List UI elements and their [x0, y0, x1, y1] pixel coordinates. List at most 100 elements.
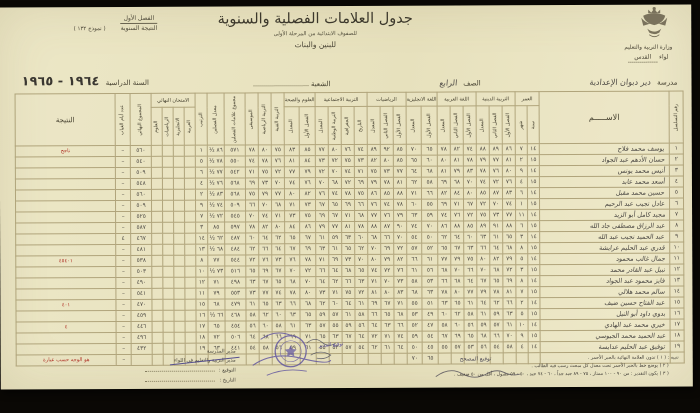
- grade-cell: ٦٨: [300, 298, 316, 310]
- sub-column-header: الفصل الأول: [299, 106, 316, 145]
- grade-cell: ٦٧: [476, 275, 490, 287]
- grade-cell: ٦٠: [437, 309, 452, 321]
- grade-cell: ٧٦: [489, 165, 503, 177]
- grade-cell: ٨٥: [393, 144, 407, 156]
- grade-cell: ٨٠: [463, 187, 477, 199]
- grade-cell: ١٤: [527, 143, 540, 155]
- grade-cell: ٦١: [463, 297, 477, 309]
- grade-cell: ٨٩: [489, 143, 503, 155]
- absence-cell: –: [115, 211, 131, 223]
- grade-cell: ٦٣: [502, 308, 517, 320]
- single-column-header: التربية الرياضية: [258, 92, 272, 145]
- grade-cell: ٨٤: [284, 221, 301, 233]
- grade-cell: ٥٢: [422, 243, 438, 255]
- sub-column-header: الفصل الأول: [502, 105, 516, 144]
- grade-cell: [184, 288, 197, 300]
- class-label: الصف: [463, 79, 481, 88]
- grade-cell: ٦٤: [354, 331, 369, 343]
- grade-cell: [173, 156, 185, 168]
- grade-cell: ٦٠: [451, 319, 465, 332]
- student-name-cell: نبيل عبد القادر محمد: [539, 264, 670, 276]
- grade-cell: [185, 310, 197, 322]
- grade-cell: ٥٧: [406, 243, 423, 255]
- year-field: السنة الدراسية ١٩٦٤ - ١٩٦٥: [17, 74, 149, 90]
- grade-cell: [162, 255, 174, 267]
- grade-cell: [184, 200, 196, 212]
- student-name-cell: عبد الفتاح حسين ضيف: [539, 297, 670, 309]
- grade-cell: ٦٨ ½: [207, 244, 225, 256]
- grade-cell: ٦٨: [406, 287, 423, 299]
- sub-column-header: الفصل الثاني: [379, 106, 394, 145]
- grade-cell: ٧٠: [476, 264, 490, 276]
- grade-cell: ٨١: [341, 221, 355, 233]
- grade-cell: ٧: [195, 211, 208, 223]
- grade-cell: ٦٤: [367, 320, 381, 332]
- grade-cell: ٧٣: [380, 166, 394, 178]
- grade-cell: ٧١: [406, 188, 422, 200]
- grade-cell: ٧٥: [258, 166, 272, 178]
- grade-cell: ١٦: [196, 310, 209, 322]
- grade-cell: ٦١: [246, 298, 260, 310]
- grade-cell: ٦٧: [328, 210, 342, 222]
- class-field: الصف الرابع: [435, 78, 481, 88]
- student-name-cell: عبد الرزاق مصطفى جاد الله: [539, 220, 670, 232]
- grade-cell: ٦١: [476, 308, 491, 320]
- serial-cell: ١٤: [669, 286, 684, 298]
- grade-cell: ٥٨: [246, 309, 260, 321]
- grade-cell: ٤: [515, 176, 528, 188]
- grade-cell: ٦٩: [341, 199, 355, 211]
- grade-cell: ٧٤: [328, 188, 342, 200]
- result-cell: ٤٥٤٠١: [15, 255, 116, 267]
- student-name-cell: سالم محمد هلالي: [539, 286, 670, 298]
- subject-group-header: التربية الدينية: [476, 91, 516, 106]
- grade-cell: ٨٢: [299, 188, 316, 200]
- grade-cell: ٧١: [367, 276, 381, 288]
- grade-cell: ٨٨: [502, 220, 516, 232]
- serial-cell: ١٦: [669, 308, 685, 320]
- grade-cell: ٦٦: [315, 265, 329, 277]
- grade-cell: ٧٠: [463, 176, 477, 188]
- grade-cell: ٦٨: [437, 265, 451, 277]
- grade-cell: ٦٥: [208, 321, 226, 333]
- grade-cell: ٧٣: [393, 276, 407, 288]
- grade-cell: ٦٧: [463, 198, 477, 210]
- grade-cell: ٥٥٣: [224, 287, 247, 300]
- grade-cell: ٦٧: [450, 242, 464, 255]
- grade-cell: ٩: [515, 165, 528, 177]
- subject-group-header: التربية الاجتماعية: [314, 92, 367, 107]
- student-name-cell: قدري عبد الحليم عرايشة: [539, 242, 670, 254]
- grade-cell: ٢: [515, 154, 528, 166]
- grade-cell: ٧٢: [341, 177, 355, 189]
- grade-cell: [151, 244, 163, 256]
- grade-cell: [174, 332, 186, 344]
- grade-cell: ٤٩٨: [224, 276, 246, 289]
- name-column-header: الاســـــم: [539, 91, 670, 144]
- grade-cell: [152, 310, 164, 322]
- grade-cell: ٧٤: [380, 199, 394, 211]
- grade-cell: ٦٨: [367, 232, 381, 244]
- result-cell: [15, 200, 116, 212]
- grade-cell: ٧٤: [476, 176, 490, 188]
- grade-cell: ٦٦: [354, 199, 368, 211]
- grade-cell: ٧٩: [207, 288, 226, 300]
- grade-cell: ٥٢٥: [130, 211, 152, 223]
- sub-column-header: المعدل: [405, 106, 422, 145]
- grade-cell: ٦٩: [451, 330, 465, 343]
- grade-cell: ٧٨: [476, 165, 490, 177]
- grade-cell: ٧٨ ½: [207, 156, 225, 168]
- grade-cell: ٧٠: [245, 210, 259, 222]
- page-title: جدول العلامات الفصلية والسنوية: [217, 10, 413, 28]
- grade-cell: ٤٧٠: [131, 299, 153, 311]
- grade-cell: ٢: [195, 189, 208, 201]
- grade-cell: ٦٣: [463, 242, 477, 254]
- grade-cell: ٧٦: [367, 199, 381, 211]
- grade-cell: ٥١٦: [224, 265, 246, 278]
- grade-cell: ٨٨: [476, 143, 490, 155]
- grade-cell: [162, 145, 174, 157]
- absence-cell: –: [116, 321, 132, 333]
- grade-cell: ٧٦ ½: [207, 178, 225, 190]
- footnotes: تنبيه : ( ١ ) تدون العلامة النهائية بالح…: [444, 355, 679, 381]
- grade-cell: ٧٩: [315, 221, 329, 233]
- absence-cell: –: [115, 178, 131, 190]
- grade-cell: ٨١: [367, 287, 381, 299]
